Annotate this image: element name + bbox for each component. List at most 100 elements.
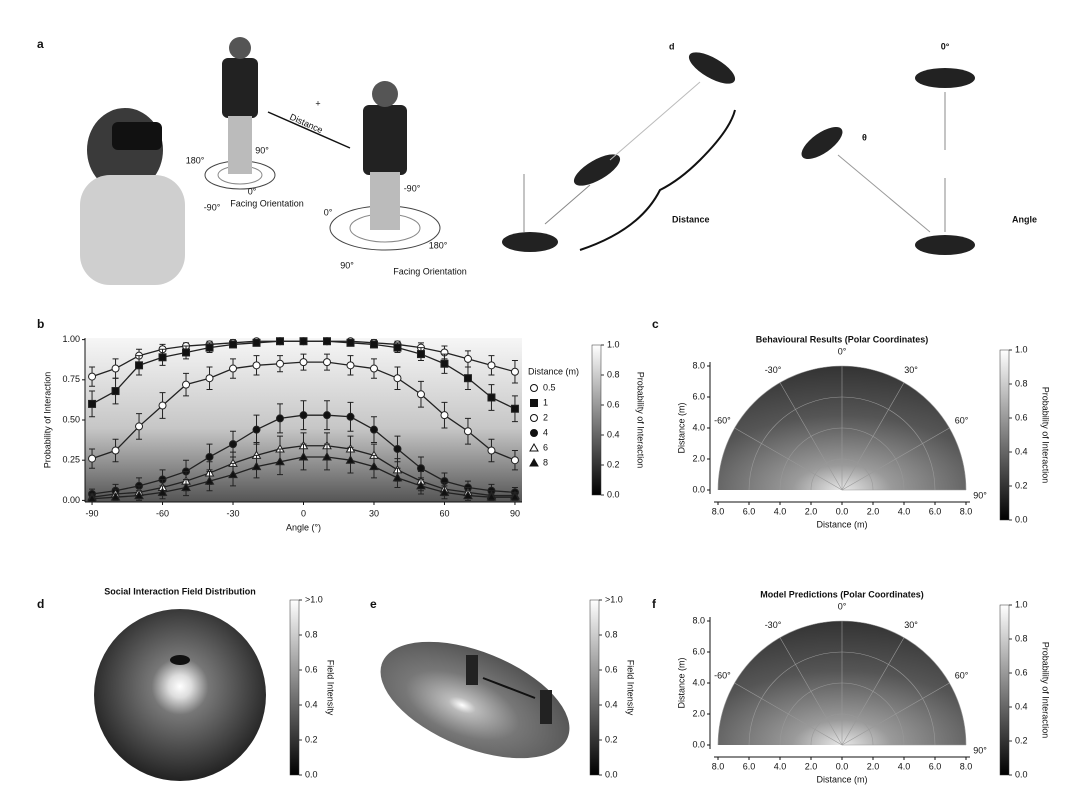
data-point [347,339,354,346]
colorbar-tick-label: 0.4 [1015,446,1028,456]
data-point [159,354,166,361]
data-point [370,365,377,372]
avatar [540,690,552,724]
legend-marker [531,400,538,407]
avatar-top [797,121,848,165]
data-point [230,341,237,348]
colorbar-tick-label: 0.2 [1015,735,1028,745]
vr-headset [112,122,162,150]
x-tick-label: 90 [510,508,520,518]
y-tick-label: 2.0 [692,708,705,718]
angle-label: 30° [904,620,918,630]
colorbar-tick-label: 0.2 [305,734,318,744]
y-tick-label: 1.00 [62,334,80,344]
colorbar-tick-label: 0.8 [1015,378,1028,388]
data-point [136,362,143,369]
y-axis-label: Distance (m) [676,657,686,708]
x-tick-label: 2.0 [805,761,818,771]
vr-user-body [80,175,185,285]
data-point [347,362,354,369]
colorbar-tick-label: 0.4 [305,699,318,709]
y-tick-label: 0.0 [692,739,705,749]
x-tick-label: 8.0 [712,506,725,516]
y-tick-label: 0.50 [62,414,80,424]
data-point [277,338,284,345]
colorbar [290,600,299,775]
avatar-top [170,655,190,665]
panel-a: Distance + 180° 90° 0° -90° Facing Orien… [80,37,1037,285]
data-point [441,360,448,367]
legend-marker [531,385,538,392]
diagram-label: Distance [672,214,710,224]
avatar-legs [370,172,400,230]
legend-label: 1 [543,397,548,407]
angle-label: 60° [955,415,969,425]
data-point [370,426,377,433]
colorbar-tick-label: 0.0 [1015,769,1028,779]
colorbar-label: Probability of Interaction [1041,642,1051,739]
plus-sign: + [315,98,320,108]
data-point [136,423,143,430]
data-point [417,391,424,398]
arrow [838,155,930,232]
x-tick-label: 4.0 [774,506,787,516]
data-point [464,428,471,435]
data-point [300,412,307,419]
colorbar-tick-label: >1.0 [605,594,623,604]
angle-label: 0° [838,346,847,356]
x-axis-label: Angle (°) [286,522,321,532]
brace [580,110,735,250]
angle-label: 180° [186,155,205,165]
data-point [370,341,377,348]
data-point [417,465,424,472]
data-point [323,359,330,366]
chart-title: Model Predictions (Polar Coordinates) [760,589,924,599]
field-plane [364,618,585,782]
colorbar-label: Probability of Interaction [636,372,646,469]
data-point [89,455,96,462]
colorbar-tick-label: 0.8 [607,369,620,379]
arrow [610,82,700,160]
angle-label: 90° [340,260,354,270]
data-point [159,402,166,409]
angle-label: 0° [248,186,257,196]
colorbar-label: Field Intensity [326,660,336,716]
data-point [464,375,471,382]
data-point [394,344,401,351]
angle-label: -30° [765,620,782,630]
colorbar-tick-label: 1.0 [1015,344,1028,354]
data-point [488,394,495,401]
angle-label: 90° [973,490,987,500]
data-point [488,447,495,454]
colorbar-tick-label: 0.2 [1015,480,1028,490]
colorbar-tick-label: 0.2 [605,734,618,744]
x-tick-label: 6.0 [929,761,942,771]
data-point [300,338,307,345]
avatar-head [229,37,251,59]
y-tick-label: 6.0 [692,391,705,401]
data-point [89,400,96,407]
colorbar-tick-label: 0.8 [305,629,318,639]
figure: a b c d e f Distance + 180° 90° 0° -90° … [0,0,1067,791]
panel-label: a [37,37,44,51]
data-point [323,338,330,345]
avatar-body [222,58,258,118]
legend-label: 4 [543,427,548,437]
panel-label: f [652,597,657,611]
colorbar-tick-label: 0.4 [605,699,618,709]
diagram-label: θ [862,132,867,142]
avatar-top [502,232,558,252]
colorbar-tick-label: 0.8 [605,629,618,639]
caption: Facing Orientation [393,266,467,276]
angle-label: 90° [973,745,987,755]
colorbar-tick-label: 0.2 [607,459,620,469]
data-point [511,457,518,464]
colorbar-tick-label: 1.0 [607,339,620,349]
angle-label: 0° [838,601,847,611]
y-axis-label: Probability of Interaction [42,372,52,469]
x-tick-label: 6.0 [743,761,756,771]
panel-label: e [370,597,377,611]
x-tick-label: 0.0 [836,506,849,516]
avatar-top [684,46,739,89]
x-axis-label: Distance (m) [816,774,867,784]
